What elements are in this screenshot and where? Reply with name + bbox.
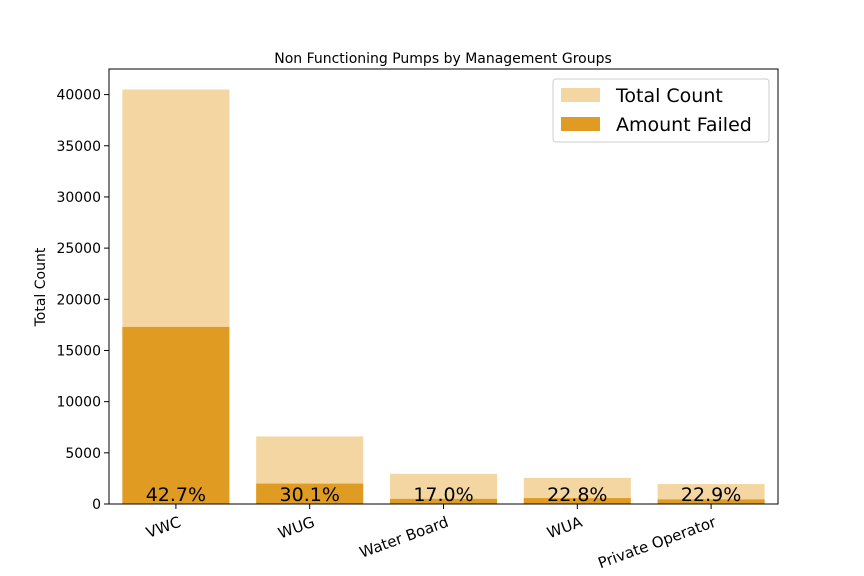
y-tick-label: 30000 [56,190,101,206]
y-tick-label: 25000 [56,241,101,257]
data-label: 30.1% [280,484,340,506]
x-tick-label: Private Operator [596,513,720,573]
x-tick-label: WUG [276,513,317,543]
y-tick-label: 20000 [56,292,101,308]
x-tick-label: WUA [545,513,586,543]
y-tick-label: 10000 [56,395,101,411]
y-tick-label: 5000 [65,446,101,462]
data-label: 42.7% [146,484,206,506]
y-tick-label: 0 [92,497,101,513]
x-tick-label: Water Board [357,513,451,562]
x-tick-label: VWC [144,513,184,542]
legend-label: Amount Failed [616,114,752,136]
legend-label: Total Count [615,85,723,107]
y-tick-label: 15000 [56,343,101,359]
data-label: 22.9% [681,484,741,506]
legend: Total Count Amount Failed [553,79,769,142]
legend-swatch [561,117,600,131]
y-tick-label: 40000 [56,88,101,104]
bar-amount-failed-vwc [122,327,229,504]
y-tick-label: 35000 [56,139,101,155]
data-label: 17.0% [413,484,473,506]
legend-swatch [561,88,600,102]
data-label: 22.8% [547,484,607,506]
y-axis-label: Total Count [33,247,49,327]
chart-title: Non Functioning Pumps by Management Grou… [274,51,612,67]
